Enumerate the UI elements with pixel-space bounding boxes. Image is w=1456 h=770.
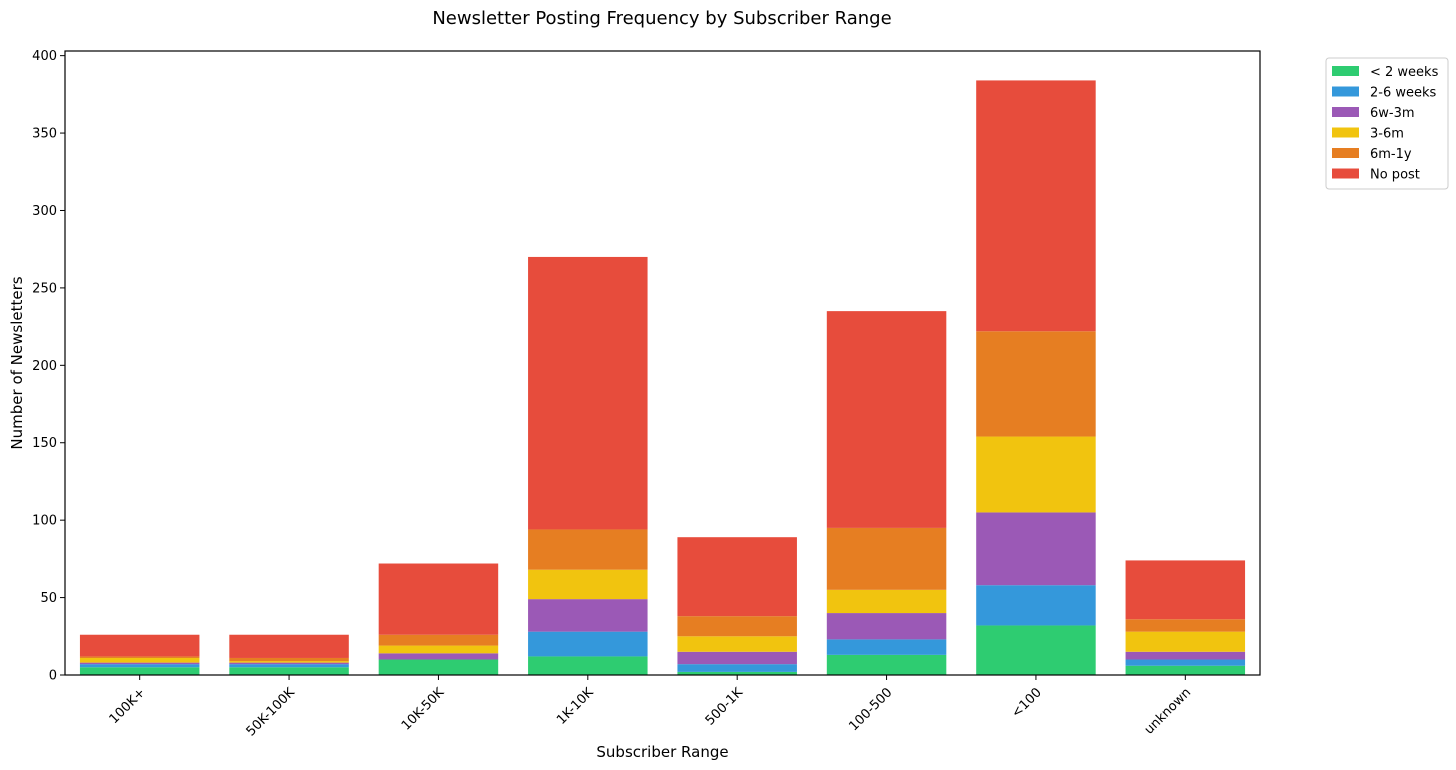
legend-swatch	[1332, 107, 1359, 117]
bar-segment	[378, 659, 499, 675]
bar-segment	[1125, 631, 1246, 652]
y-axis: 0 50 100 150 200 250 300 350 400	[32, 49, 65, 684]
bar-segment	[528, 256, 648, 530]
legend-swatch	[1332, 66, 1359, 76]
y-tick-label: 350	[32, 127, 57, 142]
x-tick-label: 100-500	[846, 685, 895, 734]
legend-swatch	[1332, 127, 1359, 138]
legend-label: 6w-3m	[1370, 106, 1415, 121]
bar-segment	[976, 331, 1096, 437]
bar-segment	[528, 631, 648, 657]
legend-label: No post	[1370, 168, 1420, 183]
x-axis: 100K+ 50K-100K 10K-50K 1K-10K 500-1K 100-500 <…	[107, 675, 1194, 740]
legend-label: < 2 weeks	[1370, 65, 1439, 80]
x-tick-label: 1K-10K	[554, 685, 597, 728]
legend-label: 3-6m	[1370, 127, 1404, 142]
bar-segment	[976, 436, 1096, 513]
y-tick-label: 300	[32, 204, 57, 219]
bar-segment	[79, 664, 200, 668]
bar-segment	[528, 656, 648, 675]
legend-label: 2-6 weeks	[1370, 86, 1437, 101]
y-tick-label: 250	[32, 281, 57, 296]
bar-segment	[976, 80, 1096, 332]
y-tick-label: 150	[32, 436, 57, 451]
bar-segment	[528, 599, 648, 632]
legend-label: 6m-1y	[1370, 147, 1412, 162]
bar-segment	[826, 311, 947, 528]
bar-segment	[677, 664, 797, 672]
bar-segment	[378, 645, 499, 654]
bar-segment	[378, 563, 499, 635]
chart-title: Newsletter Posting Frequency by Subscrib…	[432, 8, 891, 29]
bar-segment	[976, 625, 1096, 675]
bar-segment	[677, 616, 797, 637]
bar-segment	[1125, 651, 1246, 660]
x-tick-label: 100K+	[107, 685, 149, 727]
bar-stacks	[79, 80, 1246, 675]
x-tick-label: unknown	[1142, 685, 1194, 737]
bar-segment	[1125, 659, 1246, 666]
bar-segment	[229, 661, 349, 663]
bar-segment	[826, 589, 947, 614]
bar-segment	[378, 653, 499, 660]
bar-segment	[976, 512, 1096, 586]
bar-segment	[677, 651, 797, 665]
bar-segment	[229, 664, 349, 668]
x-tick-label: 500-1K	[703, 685, 747, 729]
bar-segment	[826, 654, 947, 675]
legend-swatch	[1332, 148, 1359, 158]
legend-swatch	[1332, 86, 1359, 97]
bar-segment	[528, 569, 648, 600]
bar-segment	[826, 613, 947, 640]
bar-segment	[229, 657, 349, 662]
bar-segment	[79, 634, 200, 657]
y-tick-label: 50	[40, 591, 57, 606]
bar-segment	[677, 636, 797, 652]
y-tick-label: 400	[32, 49, 57, 64]
bar-segment	[1125, 665, 1246, 675]
y-axis-title: Number of Newsletters	[8, 276, 26, 449]
bar-segment	[79, 667, 200, 675]
bar-segment	[528, 529, 648, 570]
bar-segment	[1125, 560, 1246, 620]
y-tick-label: 0	[49, 669, 57, 684]
bar-segment	[79, 656, 200, 658]
bar-segment	[229, 662, 349, 665]
x-tick-label: 50K-100K	[244, 685, 299, 740]
legend: < 2 weeks 2-6 weeks 6w-3m 3-6m 6m-1y No post	[1325, 57, 1449, 190]
x-axis-title: Subscriber Range	[596, 743, 728, 761]
bar-segment	[826, 639, 947, 655]
x-tick-label: <100	[1009, 685, 1045, 721]
x-tick-label: 10K-50K	[399, 685, 448, 734]
bar-segment	[79, 657, 200, 663]
bar-segment	[677, 671, 797, 675]
bar-segment	[378, 634, 499, 646]
bar-segment	[229, 667, 349, 675]
bar-segment	[1125, 619, 1246, 632]
bar-segment	[79, 662, 200, 665]
legend-swatch	[1332, 168, 1359, 179]
plot-frame	[64, 50, 1261, 676]
bar-segment	[976, 585, 1096, 626]
y-tick-label: 200	[32, 359, 57, 374]
y-tick-label: 100	[32, 514, 57, 529]
bar-segment	[826, 527, 947, 590]
bar-segment	[677, 537, 797, 617]
bar-segment	[229, 634, 349, 658]
